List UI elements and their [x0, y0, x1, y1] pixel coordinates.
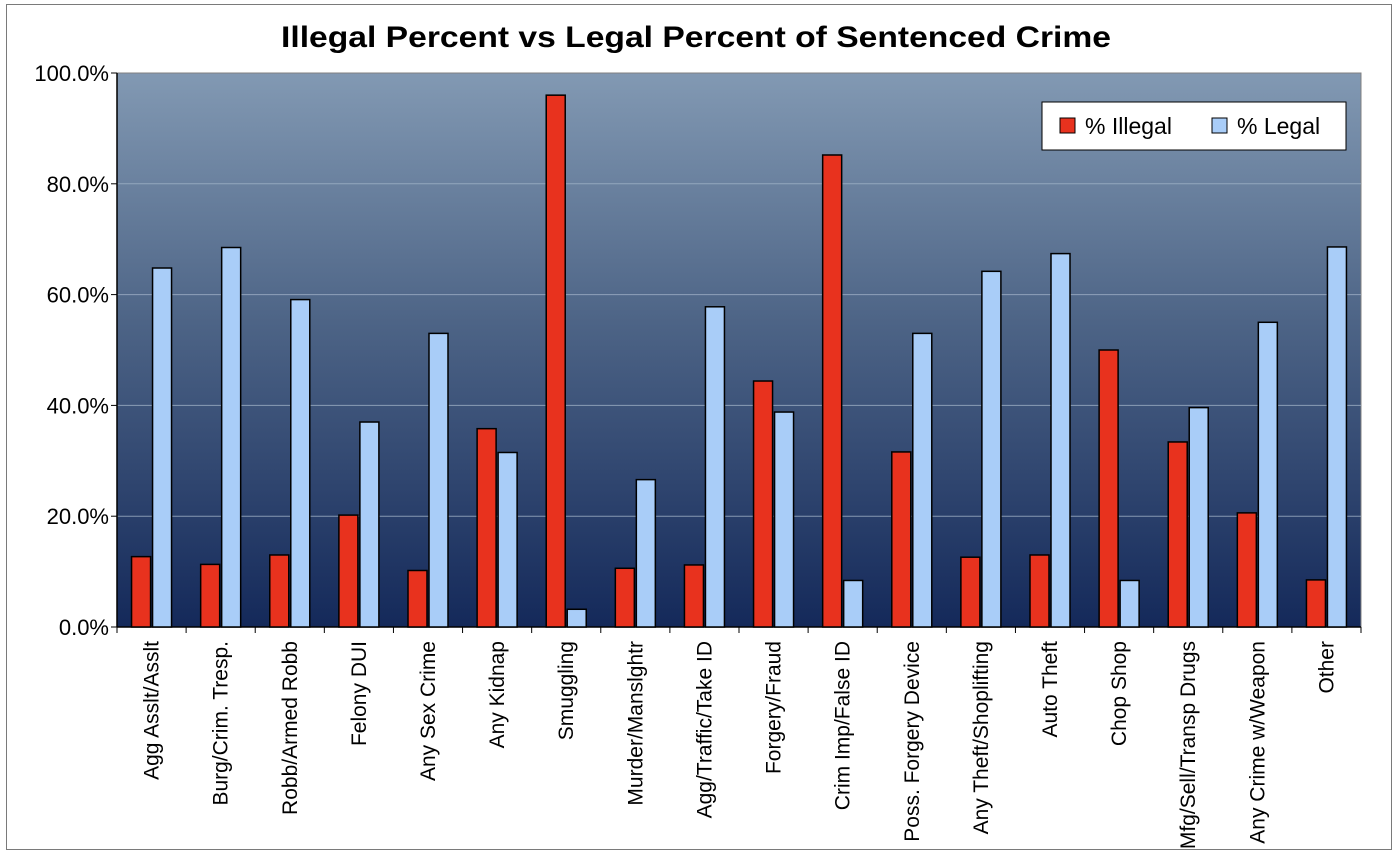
- legend: % Illegal % Legal: [1041, 101, 1347, 151]
- bar-legal: [842, 579, 864, 628]
- bar-illegal: [1305, 579, 1327, 628]
- bar-illegal: [1236, 512, 1258, 628]
- bar-legal: [290, 298, 311, 628]
- bar-legal: [566, 608, 587, 628]
- bar-legal: [981, 270, 1002, 628]
- legend-label-legal: % Legal: [1237, 113, 1320, 139]
- y-tick-label: 100.0%: [34, 61, 109, 86]
- y-tick-label: 60.0%: [47, 283, 109, 308]
- bar-illegal: [407, 569, 428, 628]
- bar-legal: [773, 411, 795, 628]
- y-tick-label: 0.0%: [59, 615, 109, 640]
- y-tick-label: 80.0%: [47, 172, 109, 197]
- x-tick-label: Smuggling: [555, 641, 578, 740]
- bar-illegal: [683, 564, 705, 628]
- bar-illegal: [338, 514, 359, 628]
- bar-illegal: [545, 94, 566, 628]
- y-tick-label: 20.0%: [47, 504, 109, 529]
- bar-legal: [428, 332, 449, 628]
- x-tick-label: Any Sex Crime: [417, 641, 440, 781]
- legend-label-illegal: % Illegal: [1085, 113, 1172, 139]
- x-tick-label: Any Theft/Shoplifting: [970, 641, 993, 834]
- x-tick-label: Murder/Manslghtr: [624, 641, 647, 806]
- x-tick-label: Agg/Traffic/Take ID: [693, 641, 716, 818]
- bar-illegal: [891, 451, 912, 628]
- chart-frame: Illegal Percent vs Legal Percent of Sent…: [6, 4, 1392, 850]
- x-tick-label: Crim Imp/False ID: [832, 641, 855, 810]
- x-tick-label: Chop Shop: [1108, 641, 1131, 746]
- plot-area: [116, 72, 1362, 628]
- bar-legal: [1119, 579, 1140, 628]
- bar-illegal: [821, 154, 843, 628]
- bar-illegal: [1098, 349, 1119, 628]
- bar-illegal: [476, 427, 497, 628]
- x-tick-label: Felony DUI: [348, 641, 371, 746]
- bar-illegal: [1029, 554, 1050, 628]
- chart-title: Illegal Percent vs Legal Percent of Sent…: [281, 21, 1111, 54]
- bar-illegal: [960, 556, 981, 628]
- bar-legal: [359, 421, 380, 628]
- legend-swatch-legal: [1211, 117, 1228, 134]
- x-tick-label: Mfg/Sell/Transp Drugs: [1177, 641, 1200, 849]
- bar-legal: [635, 478, 657, 628]
- bar-illegal: [1167, 441, 1188, 628]
- x-tick-label: Forgery/Fraud: [763, 641, 786, 774]
- x-tick-label: Any Kidnap: [486, 641, 509, 748]
- bar-legal: [220, 246, 242, 628]
- bar-legal: [1326, 246, 1348, 628]
- bar-illegal: [752, 380, 774, 628]
- bar-legal: [1050, 252, 1071, 628]
- x-tick-label: Other: [1315, 641, 1338, 694]
- x-tick-label: Poss. Forgery Device: [901, 641, 924, 842]
- bar-legal: [497, 451, 518, 628]
- x-tick-label: Auto Theft: [1039, 641, 1062, 738]
- bar-illegal: [269, 554, 290, 628]
- x-tick-label: Burg/Crim. Tresp.: [210, 641, 233, 806]
- bar-legal: [1188, 406, 1209, 628]
- bar-illegal: [614, 567, 636, 628]
- y-tick-label: 40.0%: [47, 393, 109, 418]
- bar-legal: [151, 267, 173, 628]
- bar-legal: [912, 332, 933, 628]
- bar-legal: [1257, 321, 1279, 628]
- x-tick-label: Any Crime w/Weapon: [1246, 641, 1269, 844]
- x-tick-label: Agg Asslt/Asslt: [141, 641, 164, 780]
- bar-illegal: [130, 555, 152, 628]
- x-tick-label: Robb/Armed Robb: [279, 641, 302, 815]
- legend-swatch-illegal: [1059, 117, 1076, 134]
- legend-box: [1041, 101, 1347, 151]
- chart: Illegal Percent vs Legal Percent of Sent…: [34, 21, 1362, 849]
- bar-legal: [704, 306, 726, 628]
- bar-illegal: [199, 563, 221, 628]
